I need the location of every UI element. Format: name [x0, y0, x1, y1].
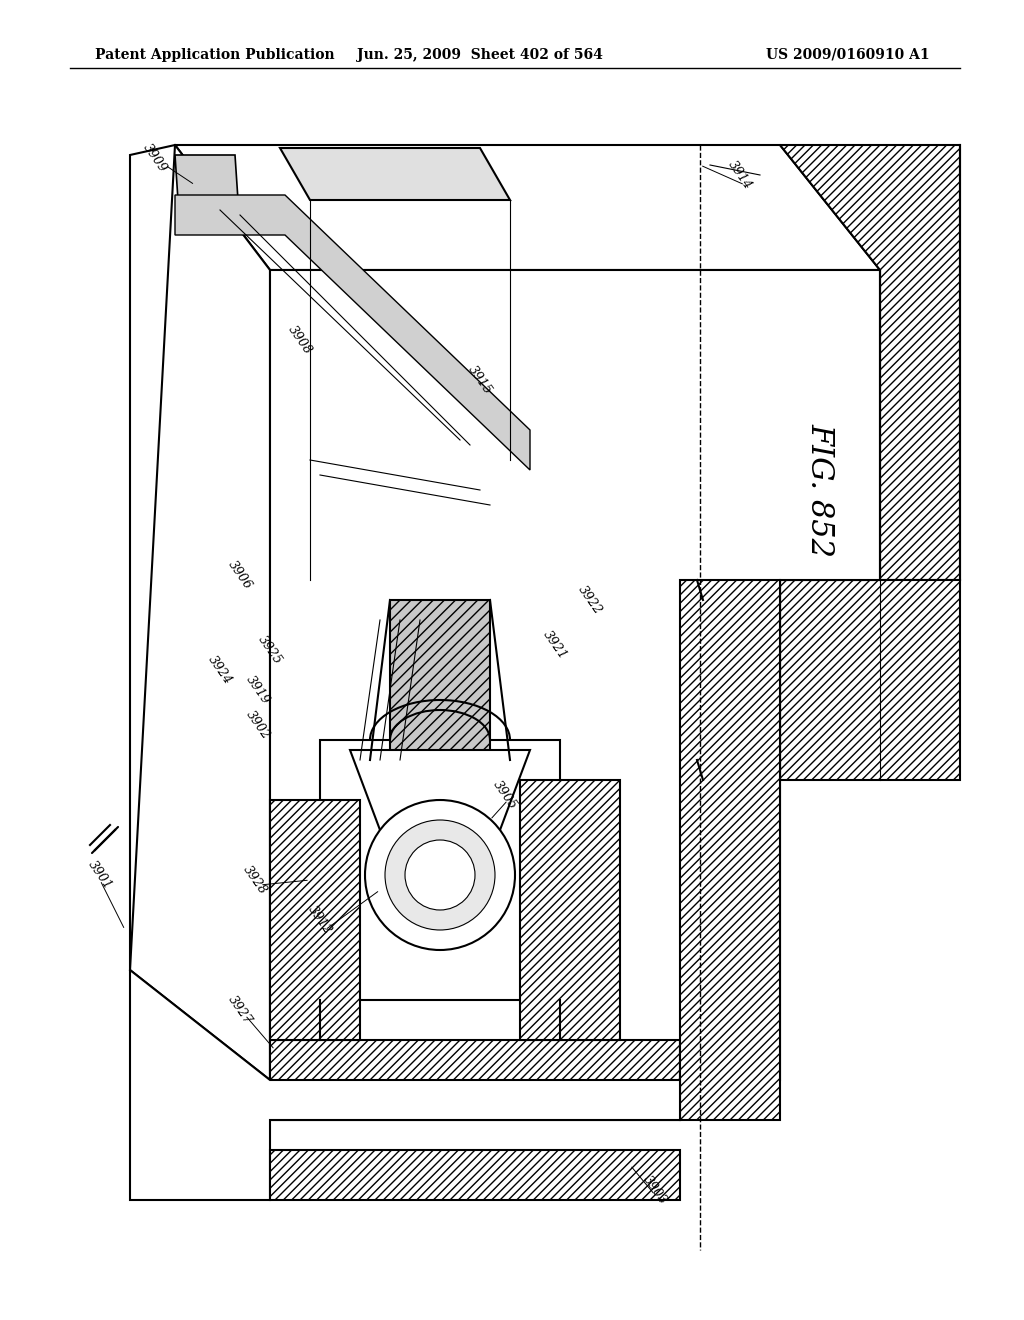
- Text: 3928: 3928: [241, 863, 269, 896]
- Text: 3908: 3908: [286, 323, 314, 356]
- Polygon shape: [270, 1040, 680, 1119]
- Polygon shape: [780, 145, 961, 579]
- Polygon shape: [350, 750, 530, 830]
- Text: FIG. 852: FIG. 852: [805, 422, 836, 557]
- Text: 3915: 3915: [466, 363, 495, 397]
- Circle shape: [406, 840, 475, 909]
- Text: Jun. 25, 2009  Sheet 402 of 564: Jun. 25, 2009 Sheet 402 of 564: [357, 48, 603, 62]
- Polygon shape: [175, 195, 530, 470]
- Text: 3909: 3909: [140, 141, 170, 174]
- Text: 3903: 3903: [640, 1173, 670, 1206]
- Polygon shape: [319, 741, 560, 1001]
- Text: 3919: 3919: [244, 673, 272, 706]
- Text: Patent Application Publication: Patent Application Publication: [95, 48, 335, 62]
- Text: 3905: 3905: [490, 779, 519, 812]
- Text: 3922: 3922: [575, 583, 604, 616]
- Polygon shape: [680, 579, 780, 1119]
- Text: 3901: 3901: [85, 858, 115, 892]
- Text: 3902: 3902: [244, 708, 272, 742]
- Polygon shape: [780, 579, 961, 780]
- Text: 3927: 3927: [225, 993, 255, 1027]
- Polygon shape: [520, 780, 620, 1040]
- Text: US 2009/0160910 A1: US 2009/0160910 A1: [766, 48, 930, 62]
- Text: 3914: 3914: [725, 158, 755, 191]
- Text: 3924: 3924: [206, 653, 234, 686]
- Polygon shape: [280, 148, 510, 201]
- Text: 3912: 3912: [305, 903, 335, 937]
- Polygon shape: [130, 970, 680, 1200]
- Polygon shape: [175, 145, 880, 271]
- Polygon shape: [130, 145, 270, 1080]
- Text: 3906: 3906: [225, 558, 255, 591]
- Polygon shape: [270, 271, 880, 1080]
- Polygon shape: [270, 1150, 680, 1200]
- Text: 3925: 3925: [256, 634, 285, 667]
- Polygon shape: [175, 154, 240, 230]
- Text: 3921: 3921: [541, 628, 569, 661]
- Polygon shape: [270, 800, 360, 1040]
- Circle shape: [365, 800, 515, 950]
- Circle shape: [385, 820, 495, 931]
- Polygon shape: [390, 601, 490, 760]
